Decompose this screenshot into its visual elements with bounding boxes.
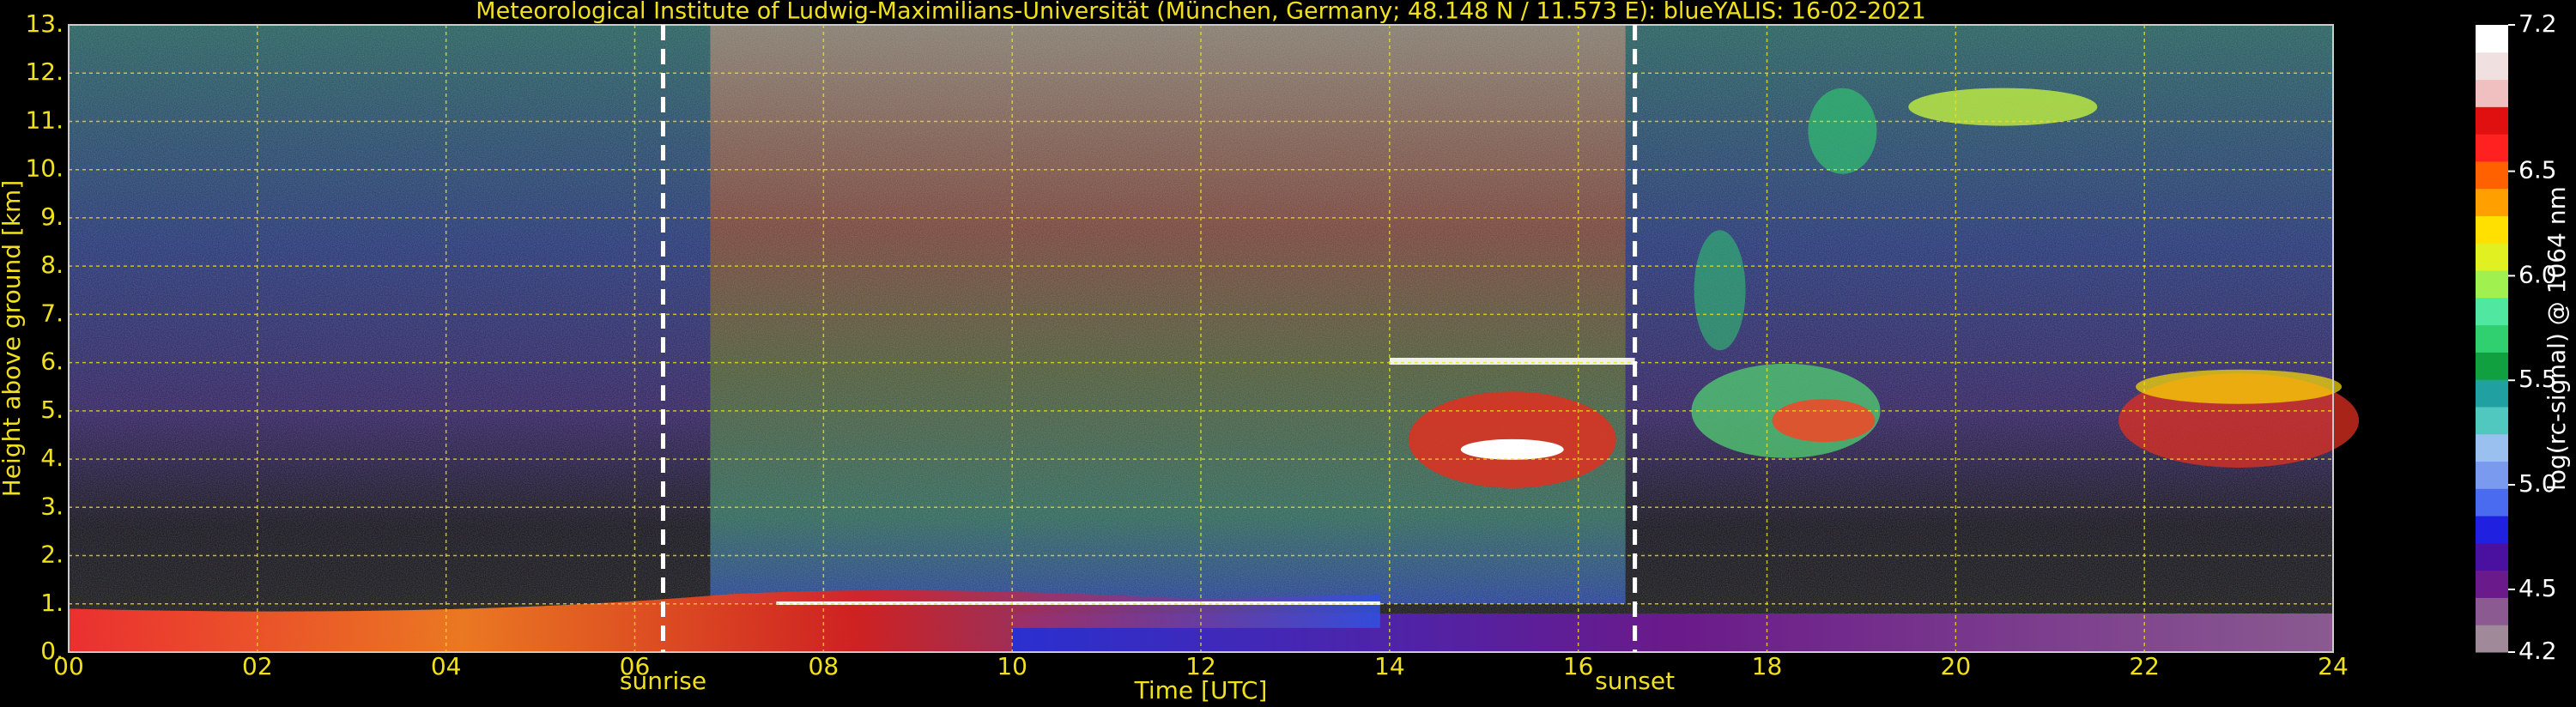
y-tick-label: 5. [40, 396, 64, 424]
colorbar-segment [2476, 516, 2508, 544]
colorbar-segment [2476, 297, 2508, 326]
colorbar-tick-label: 5.0 [2518, 469, 2557, 498]
y-tick-label: 1. [40, 589, 64, 617]
cloud [1694, 230, 1746, 351]
colorbar-tick-label: 5.5 [2518, 365, 2557, 393]
colorbar-segment [2476, 379, 2508, 408]
x-tick-label: 08 [809, 652, 839, 680]
colorbar-segment [2476, 160, 2508, 190]
y-tick-label: 2. [40, 541, 64, 569]
colorbar-segment [2476, 25, 2508, 53]
cloud-top [1389, 357, 1635, 365]
colorbar-segment [2476, 461, 2508, 489]
colorbar-segment [2476, 625, 2508, 653]
cloud [2136, 369, 2343, 404]
sun-label: sunset [1595, 667, 1675, 695]
y-tick-label: 13. [25, 9, 64, 38]
y-tick-label: 8. [40, 251, 64, 279]
heatmap-image [69, 25, 2360, 652]
colorbar-segment [2476, 542, 2508, 571]
colorbar-segment [2476, 324, 2508, 353]
colorbar-label: log(rc-signal) @ 1064 nm [2543, 186, 2571, 491]
colorbar-segment [2476, 570, 2508, 598]
boundary-layer [69, 590, 1380, 652]
x-tick-label: 24 [2318, 652, 2349, 680]
x-tick-label: 12 [1185, 652, 1216, 680]
y-tick-label: 7. [40, 299, 64, 327]
y-tick-label: 9. [40, 202, 64, 231]
colorbar-segment [2476, 270, 2508, 299]
x-tick-label: 18 [1752, 652, 1783, 680]
x-tick-label: 20 [1941, 652, 1972, 680]
colorbar-tick-label: 6.0 [2518, 260, 2557, 288]
colorbar-segment [2476, 352, 2508, 380]
cloud [1808, 88, 1877, 174]
y-tick-label: 0. [40, 637, 64, 665]
colorbar-tick-label: 4.5 [2518, 574, 2557, 602]
y-tick-label: 10. [25, 154, 64, 183]
cloud [1460, 438, 1564, 460]
colorbar-tick-label: 6.5 [2518, 156, 2557, 184]
y-tick-label: 6. [40, 347, 64, 376]
sun-label: sunrise [620, 667, 706, 695]
y-tick-label: 12. [25, 57, 64, 86]
colorbar-segment [2476, 134, 2508, 162]
y-tick-label: 4. [40, 444, 64, 472]
x-axis-label: Time [UTC] [1134, 676, 1268, 704]
colorbar-segment [2476, 188, 2508, 216]
colorbar-segment [2476, 488, 2508, 517]
x-tick-label: 04 [431, 652, 462, 680]
colorbar-segment [2476, 406, 2508, 435]
colorbar-segment [2476, 106, 2508, 135]
plot-frame [68, 24, 2334, 653]
cloud [1772, 399, 1876, 443]
x-tick-label: 06 [620, 652, 651, 680]
colorbar-segment [2476, 51, 2508, 81]
colorbar-segment [2476, 215, 2508, 244]
y-axis-label: Height above ground [km] [0, 180, 26, 498]
cloud [1908, 88, 2098, 126]
x-tick-label: 02 [242, 652, 273, 680]
colorbar-tick-label: 4.2 [2518, 637, 2557, 665]
colorbar-segment [2476, 597, 2508, 625]
x-tick-label: 14 [1374, 652, 1405, 680]
colorbar-segment [2476, 433, 2508, 462]
x-tick-label: 00 [53, 652, 84, 680]
colorbar-segment [2476, 79, 2508, 107]
colorbar-tick-label: 7.2 [2518, 9, 2557, 38]
x-tick-label: 10 [997, 652, 1027, 680]
y-tick-label: 11. [25, 106, 64, 134]
bl-top [776, 601, 1380, 605]
x-tick-label: 16 [1563, 652, 1594, 680]
colorbar-segment [2476, 243, 2508, 271]
chart-title: Meteorological Institute of Ludwig-Maxim… [476, 0, 1925, 25]
x-tick-label: 22 [2129, 652, 2160, 680]
y-tick-label: 3. [40, 492, 64, 520]
